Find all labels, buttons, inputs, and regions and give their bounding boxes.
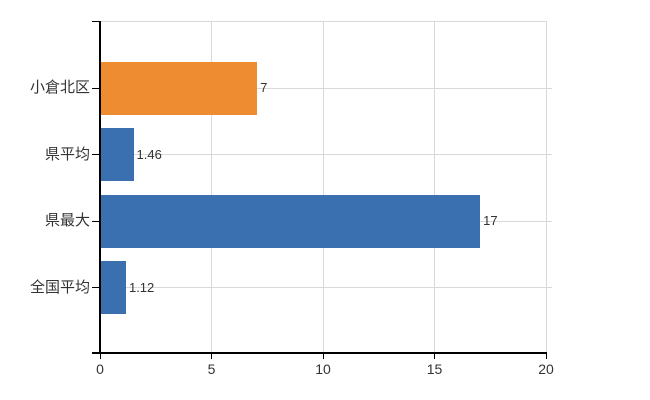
bar <box>101 194 481 248</box>
y-axis-tick <box>92 154 100 155</box>
x-tick-label: 10 <box>315 361 331 377</box>
category-label: 全国平均 <box>29 278 90 296</box>
x-axis-tick <box>99 354 101 359</box>
x-gridline <box>545 22 547 352</box>
x-gridline <box>211 22 212 352</box>
plot-area: 7 小倉北区 1.46 県平均 17 県最大 1.12 全国平均 0 5 10 15 20 <box>30 21 554 377</box>
x-axis-line <box>92 352 547 354</box>
y-axis-line <box>99 21 101 353</box>
y-axis-tick <box>92 220 100 222</box>
plot-top-border <box>100 21 547 22</box>
x-tick-label: 5 <box>207 361 216 377</box>
category-label: 県平均 <box>44 145 90 163</box>
x-tick-label: 0 <box>96 361 104 377</box>
x-gridline <box>434 22 435 352</box>
y-axis-tick <box>92 287 100 288</box>
x-axis-tick <box>545 354 547 359</box>
x-axis-tick <box>211 354 212 359</box>
value-label: 17 <box>483 213 498 228</box>
y-axis-tick <box>92 87 100 89</box>
x-axis-tick <box>434 354 435 359</box>
x-axis-tick <box>322 354 324 359</box>
x-gridline <box>322 22 324 352</box>
category-label: 県最大 <box>44 212 90 229</box>
value-label: 1.12 <box>128 279 155 295</box>
category-label: 小倉北区 <box>29 79 90 96</box>
x-tick-label: 15 <box>426 361 443 377</box>
y-gridline <box>100 154 552 155</box>
y-gridline <box>100 87 552 89</box>
y-axis-top-tick <box>92 21 100 22</box>
bar <box>101 261 126 314</box>
value-label: 1.46 <box>136 146 162 162</box>
value-label: 7 <box>260 80 268 95</box>
x-tick-label: 20 <box>538 361 554 377</box>
y-gridline <box>100 287 552 288</box>
bar <box>101 128 134 181</box>
bar <box>101 61 258 115</box>
